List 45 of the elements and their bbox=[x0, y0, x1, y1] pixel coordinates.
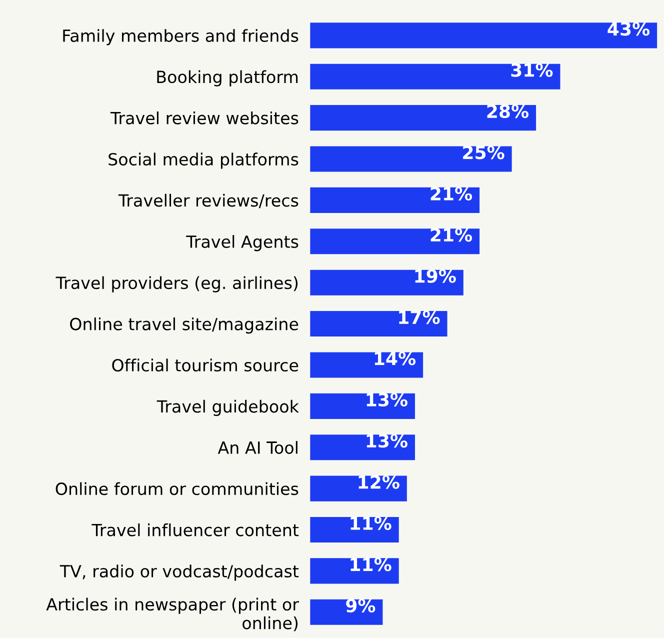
bar bbox=[310, 105, 536, 131]
data-label: 19% bbox=[415, 269, 456, 283]
y-tick-label: Travel providers (eg. airlines) bbox=[56, 276, 298, 292]
data-label: 43% bbox=[608, 22, 650, 36]
data-label: 11% bbox=[350, 558, 392, 572]
y-tick-label: Articles in newspaper (print or online) bbox=[46, 598, 299, 632]
y-tick-label: Travel review websites bbox=[110, 111, 298, 124]
y-tick-label: An AI Tool bbox=[218, 441, 298, 454]
y-tick-label: Travel guidebook bbox=[156, 400, 299, 416]
y-tick-label: Official tourism source bbox=[112, 358, 298, 372]
bar bbox=[310, 516, 399, 543]
data-label: 9% bbox=[346, 598, 376, 612]
y-tick-label: Booking platform bbox=[157, 70, 298, 86]
y-tick-label: Traveller reviews/recs bbox=[118, 194, 298, 208]
data-label: 17% bbox=[399, 310, 440, 324]
y-tick-label: TV, radio or vodcast/podcast bbox=[60, 564, 299, 581]
bar bbox=[310, 599, 383, 625]
bar bbox=[310, 270, 464, 296]
data-label: 21% bbox=[430, 228, 472, 242]
y-tick-label: Online travel site/magazine bbox=[70, 317, 298, 334]
bar bbox=[310, 434, 415, 460]
y-tick-label: Travel influencer content bbox=[92, 523, 299, 536]
data-label: 13% bbox=[366, 392, 408, 406]
bar bbox=[310, 187, 480, 213]
data-label: 13% bbox=[366, 434, 408, 448]
y-tick-label: Social media platforms bbox=[108, 152, 298, 169]
data-label: 21% bbox=[430, 186, 472, 200]
data-label: 25% bbox=[463, 146, 504, 160]
bar bbox=[310, 228, 480, 254]
bar bbox=[310, 311, 448, 337]
bar bbox=[310, 146, 512, 172]
bar bbox=[310, 352, 424, 378]
y-tick-label: Family members and friends bbox=[63, 29, 298, 46]
bar bbox=[310, 558, 399, 584]
bar bbox=[310, 22, 658, 48]
y-tick-label: Travel Agents bbox=[186, 235, 298, 252]
data-label: 14% bbox=[374, 352, 416, 366]
data-label: 31% bbox=[511, 63, 553, 77]
data-label: 28% bbox=[487, 104, 529, 118]
y-tick-label: Online forum or communities bbox=[56, 482, 298, 496]
bar bbox=[310, 64, 560, 90]
bar bbox=[310, 476, 407, 502]
bar bbox=[310, 393, 415, 419]
data-label: 12% bbox=[358, 475, 400, 489]
data-label: 11% bbox=[350, 516, 392, 530]
